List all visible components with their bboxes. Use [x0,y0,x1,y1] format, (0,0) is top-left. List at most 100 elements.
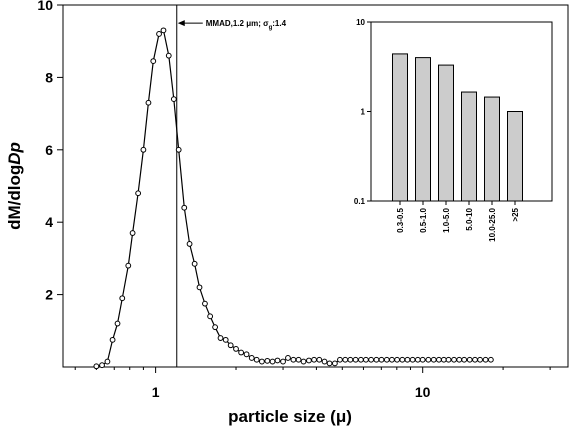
inset-bar [438,64,454,202]
y-tick-label: 10 [37,0,53,13]
data-point [404,356,411,363]
y-tick-label: 8 [45,69,53,85]
data-point [425,356,432,363]
data-point [104,358,111,365]
data-point [368,356,375,363]
data-point [175,146,182,153]
data-point [477,356,483,363]
data-point [383,356,390,363]
data-point [207,313,214,320]
data-point [409,356,416,363]
inset-y-tick-label: 1 [361,108,366,117]
data-point [233,346,239,352]
data-point [352,356,359,363]
data-point [145,99,152,106]
y-tick-label: 2 [45,287,53,303]
inset-x-tick-label: 1.0-5.0 [442,207,451,232]
data-point [414,356,421,363]
data-point [181,204,188,211]
data-point [135,190,142,197]
data-point [295,356,302,363]
data-point [114,320,121,327]
data-point [451,356,457,363]
data-point [140,146,147,153]
inset-bar [507,111,523,202]
data-point [202,300,208,307]
data-point [378,356,385,363]
data-point [248,355,255,361]
data-point [196,284,203,291]
data-point [331,360,338,367]
inset-y-tick-label: 0.1 [354,197,366,206]
data-point [253,356,260,363]
inset-y-tick-label: 10 [356,18,365,27]
data-point [285,355,291,361]
inset-x-tick-label: 0.3-0.5 [396,207,405,232]
data-point [472,356,478,363]
data-point [129,230,136,236]
inset-bar [392,53,408,202]
data-point [394,356,401,363]
mmad-annotation: MMAD,1.2 μm; σg:1.4 [177,19,287,31]
inset-x-tick-label: 0.5-1.0 [419,207,428,232]
data-point [358,356,364,363]
inset-x-tick-label: 5.0-10 [465,207,474,230]
data-point [186,241,193,247]
data-point [399,356,406,363]
x-axis-label: particle size (μ) [228,407,352,426]
main-axis-ticks: 2 4 6 8 10 1 10 [37,0,551,400]
data-point [419,356,426,363]
data-point [363,356,369,363]
data-point [99,362,105,369]
x-tick-label: 1 [152,384,160,400]
inset-x-tick-label: >25 [511,207,520,221]
data-point [445,356,452,363]
data-point [217,335,224,341]
data-point [466,356,473,363]
data-point [269,358,276,365]
data-point [243,351,250,358]
series-markers [93,27,494,370]
data-point [156,31,162,37]
data-point [487,356,494,363]
data-point [342,356,349,363]
x-tick-label: 10 [415,384,431,400]
inset-bar [461,91,477,202]
data-point [300,358,307,365]
data-point [93,363,100,370]
data-point [347,356,354,363]
data-point [227,342,234,349]
y-tick-label: 4 [45,214,53,230]
data-point [258,358,265,365]
annotation-text: MMAD,1.2 μm; σg:1.4 [206,19,287,31]
data-point [482,356,489,363]
data-point [212,324,219,331]
data-point [461,356,468,363]
data-point [238,349,245,356]
data-point [373,356,380,363]
data-point [389,356,395,363]
data-point [170,96,177,103]
inset-bar [484,96,500,202]
inset-x-tick-label: 10.0-25.0 [488,207,497,241]
data-point [436,356,442,363]
data-point [440,356,447,363]
data-point [311,356,317,363]
data-point [264,357,271,364]
inset-bar [415,57,431,202]
data-point [222,336,229,343]
data-point [321,358,328,365]
data-point [316,356,323,363]
data-point [430,356,437,363]
data-point [119,295,126,302]
inset-bars [392,53,523,202]
data-point [125,262,132,269]
annotation-arrowhead [177,20,185,27]
data-point [456,356,463,363]
data-point [290,356,297,363]
data-point [306,357,312,364]
data-point [274,357,281,364]
y-tick-label: 6 [45,142,53,158]
data-point [109,336,116,343]
